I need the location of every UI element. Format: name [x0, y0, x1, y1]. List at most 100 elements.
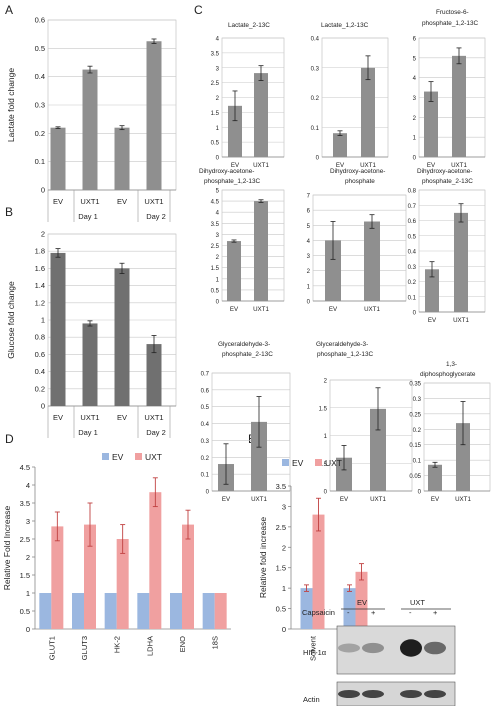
bar — [72, 593, 84, 629]
y-axis-title: Lactate fold change — [6, 68, 16, 142]
y-tick-label: 0.5 — [20, 607, 30, 616]
bar — [214, 593, 227, 629]
y-tick-label: 0.2 — [35, 384, 45, 393]
x-tick-label: 18S — [211, 636, 220, 649]
y-tick-label: 6 — [307, 209, 311, 215]
y-tick-label: 0.3 — [413, 397, 422, 403]
blot-hif-label: HIF-1α — [303, 648, 327, 657]
y-tick-label: 1.5 — [20, 571, 30, 580]
y-tick-label: 1 — [307, 284, 311, 290]
x-tick-label: EV — [53, 413, 63, 422]
legend-swatch — [102, 453, 109, 460]
y-tick-label: 3 — [307, 254, 311, 260]
x-tick-label: UXT1 — [370, 496, 386, 503]
legend-label: UXT — [145, 452, 162, 462]
y-tick-label: 0 — [206, 490, 210, 496]
group-label: Day 1 — [78, 428, 98, 437]
y-tick-label: 6 — [413, 37, 417, 43]
y-tick-label: 1 — [26, 589, 30, 598]
bar — [84, 524, 96, 629]
x-tick-label: UXT1 — [451, 162, 467, 169]
y-tick-label: 1 — [324, 434, 328, 440]
y-tick-label: 1.5 — [276, 564, 286, 573]
y-tick-label: 1.5 — [319, 406, 328, 412]
y-tick-label: 4 — [216, 37, 220, 43]
bar — [114, 268, 130, 406]
bar — [182, 524, 194, 629]
chart-title: diphosphoglycerate — [420, 371, 476, 378]
bar — [202, 593, 215, 629]
x-tick-label: UXT1 — [251, 496, 267, 503]
bar — [254, 73, 268, 157]
bar — [343, 588, 356, 629]
x-tick-label: UXT1 — [144, 197, 163, 206]
y-tick-label: 0.4 — [35, 367, 45, 376]
x-tick-label: GLUT1 — [47, 636, 56, 660]
chart-title: Dihydroxy-acetone- — [199, 168, 254, 175]
y-tick-label: 2 — [307, 269, 311, 275]
bar — [137, 593, 150, 629]
bar — [424, 91, 438, 157]
y-tick-label: 0.6 — [408, 219, 417, 225]
y-tick-label: 0.6 — [35, 350, 45, 359]
y-tick-label: 3 — [413, 96, 417, 102]
y-tick-label: 1.2 — [35, 298, 45, 307]
blot-lane-sign: + — [371, 608, 376, 617]
y-tick-label: 0.2 — [413, 428, 422, 434]
y-tick-label: 1 — [282, 584, 286, 593]
y-tick-label: 2 — [282, 543, 286, 552]
y-tick-label: 0 — [307, 300, 311, 306]
chart-title: Fructose-6- — [436, 9, 469, 16]
x-tick-label: EV — [427, 162, 436, 169]
y-tick-label: 2 — [26, 553, 30, 562]
x-tick-label: EV — [117, 197, 127, 206]
y-tick-label: 0.1 — [201, 473, 210, 479]
panel-letter-d: D — [5, 432, 14, 446]
group-label: Day 1 — [78, 212, 98, 221]
blot-lane-sign: - — [347, 608, 350, 617]
y-tick-label: 1 — [413, 136, 417, 142]
legend-swatch — [282, 459, 289, 466]
bar — [39, 593, 52, 629]
x-tick-label: UXT1 — [80, 197, 99, 206]
y-tick-label: 0.6 — [201, 388, 210, 394]
y-axis-title: Relative fold increase — [258, 517, 268, 599]
bar — [364, 221, 380, 301]
y-tick-label: 1.8 — [35, 247, 45, 256]
chart-title: phosphate_1,2-13C — [317, 351, 374, 358]
y-tick-label: 0.3 — [311, 66, 320, 72]
y-tick-label: 2.5 — [211, 81, 220, 87]
bar — [51, 526, 64, 629]
group-label: Day 2 — [146, 428, 166, 437]
bar — [361, 67, 375, 157]
y-tick-label: 0.4 — [408, 250, 417, 256]
x-tick-label: UXT1 — [144, 413, 163, 422]
x-tick-label: Solvent — [309, 635, 318, 661]
y-tick-label: 4 — [216, 211, 220, 217]
y-axis-title: Relative Fold Increase — [2, 505, 12, 590]
bar — [104, 593, 117, 629]
bar — [312, 514, 325, 629]
chart-title: Lactate_2-13C — [228, 22, 270, 29]
chart-title: phosphate_1,2-13C — [204, 178, 261, 185]
y-tick-label: 0 — [26, 625, 30, 634]
y-tick-label: 2 — [324, 379, 328, 385]
y-tick-label: 3 — [282, 502, 286, 511]
y-tick-label: 3.5 — [20, 499, 30, 508]
y-tick-label: 0.8 — [35, 333, 45, 342]
y-tick-label: 0.4 — [35, 72, 45, 81]
bar — [50, 127, 66, 190]
x-tick-label: ENO — [178, 636, 187, 652]
legend-label: EV — [112, 452, 124, 462]
bar — [146, 41, 162, 190]
y-tick-label: 2 — [41, 230, 45, 239]
blot-lane-sign: + — [433, 608, 438, 617]
y-tick-label: 7 — [307, 194, 311, 200]
panel-letter-c: C — [194, 3, 203, 17]
bar — [149, 492, 162, 629]
y-tick-label: 0 — [413, 311, 417, 317]
y-tick-label: 4.5 — [20, 463, 30, 472]
y-tick-label: 4 — [307, 239, 311, 245]
x-tick-label: UXT1 — [364, 306, 380, 313]
